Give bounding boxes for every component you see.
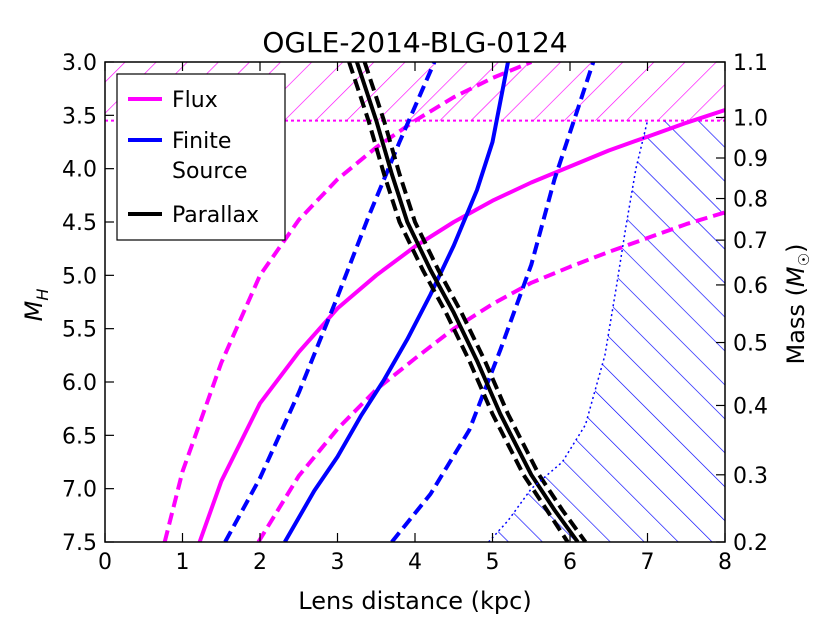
series-line-0 (197, 108, 725, 542)
x-axis-ticks: 0 1 2 3 4 5 6 7 8 (98, 62, 732, 575)
y-tick-label: 7.0 (62, 478, 97, 503)
y2-axis-ticks: 1.1 1.0 0.9 0.8 0.7 0.6 0.5 0.4 0.3 0.2 (716, 51, 768, 556)
x-tick-label: 0 (98, 550, 112, 575)
x-tick-label: 6 (563, 550, 577, 575)
legend-label: Flux (172, 88, 218, 113)
y2-axis-label-text: Mass ( (782, 287, 810, 364)
legend-label-line: Parallax (172, 203, 259, 228)
y2-axis-label-close: ) (782, 244, 810, 253)
x-tick-label: 8 (718, 550, 732, 575)
series-line-4 (223, 62, 437, 542)
y2-axis-label: Mass (M☉) (782, 244, 813, 365)
y2-tick-label: 0.8 (733, 188, 768, 213)
legend-label: Parallax (172, 203, 259, 228)
x-tick-label: 7 (641, 550, 655, 575)
y2-tick-label: 0.4 (733, 394, 768, 419)
y2-tick-label: 0.6 (733, 274, 768, 299)
series-line-2 (256, 210, 725, 542)
y-tick-label: 7.5 (62, 531, 97, 556)
excluded-blue-region (488, 120, 725, 542)
y2-tick-label: 0.5 (733, 332, 768, 357)
legend-label: Finite Source (172, 129, 248, 184)
y-tick-label: 3.0 (62, 51, 97, 76)
series-line-8 (362, 62, 588, 542)
y-axis-label-sub: H (33, 289, 52, 301)
x-tick-label: 2 (253, 550, 267, 575)
series-line-7 (347, 62, 570, 542)
y-axis-ticks: 3.0 3.5 4.0 4.5 5.0 5.5 6.0 6.5 7.0 7.5 (62, 51, 114, 556)
series-line-5 (390, 62, 596, 542)
series-line-6 (355, 62, 580, 542)
y-axis-label-main: M (20, 300, 48, 321)
legend-label-line: Source (172, 159, 248, 184)
y-tick-label: 4.5 (62, 211, 97, 236)
chart-title: OGLE-2014-BLG-0124 (262, 26, 567, 59)
y-axis-label: MH (20, 289, 52, 322)
legend: Flux Finite Source Parallax (116, 73, 286, 241)
series-line-1 (162, 62, 533, 542)
y-tick-label: 5.0 (62, 264, 97, 289)
y2-tick-label: 0.9 (733, 147, 768, 172)
series-lines (162, 62, 725, 542)
x-tick-label: 3 (331, 550, 345, 575)
x-tick-label: 1 (176, 550, 190, 575)
y2-tick-label: 1.0 (733, 106, 768, 131)
y2-tick-label: 1.1 (733, 51, 768, 76)
y2-axis-label-sub: ☉ (795, 253, 813, 266)
y-tick-label: 4.0 (62, 158, 97, 183)
y2-tick-label: 0.3 (733, 464, 768, 489)
y-tick-label: 6.5 (62, 424, 97, 449)
legend-label-line: Flux (172, 88, 218, 113)
y-tick-label: 6.0 (62, 371, 97, 396)
x-tick-label: 4 (408, 550, 422, 575)
y-tick-label: 3.5 (62, 104, 97, 129)
legend-label-line: Finite (172, 129, 231, 154)
y2-tick-label: 0.7 (733, 229, 768, 254)
y2-tick-label: 0.2 (733, 531, 768, 556)
series-line-3 (283, 62, 510, 542)
x-axis-label: Lens distance (kpc) (298, 587, 531, 615)
y-tick-label: 5.5 (62, 318, 97, 343)
y2-axis-label-math: M (782, 266, 810, 287)
x-tick-label: 5 (486, 550, 500, 575)
